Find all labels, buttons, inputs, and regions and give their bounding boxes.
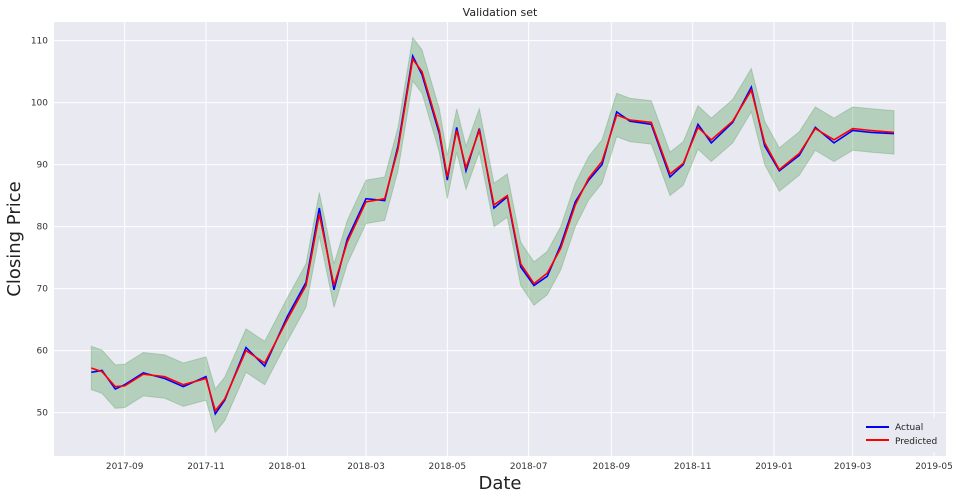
- x-tick-label: 2019-01: [755, 462, 793, 472]
- x-tick-label: 2017-11: [187, 462, 225, 472]
- x-tick-label: 2018-03: [347, 462, 385, 472]
- legend: Actual Predicted: [858, 418, 942, 452]
- x-axis-label: Date: [478, 473, 521, 494]
- legend-actual-label: Actual: [895, 423, 923, 433]
- y-tick-label: 100: [31, 99, 48, 109]
- x-gridlines: [124, 22, 935, 456]
- x-tick-labels: 2017-09 2017-11 2018-01 2018-03 2018-05 2018-…: [106, 462, 953, 472]
- x-tick-label: 2017-09: [106, 462, 144, 472]
- y-tick-label: 60: [37, 347, 49, 357]
- plot-background: [54, 22, 946, 456]
- x-tick-label: 2018-07: [510, 462, 548, 472]
- x-tick-label: 2019-05: [915, 462, 953, 472]
- y-tick-label: 50: [37, 409, 49, 419]
- y-tick-label: 70: [37, 285, 49, 295]
- legend-box: [858, 418, 942, 452]
- x-tick-label: 2018-09: [593, 462, 631, 472]
- x-tick-label: 2018-11: [674, 462, 712, 472]
- legend-predicted-label: Predicted: [895, 437, 937, 447]
- x-tick-label: 2018-01: [269, 462, 307, 472]
- chart-title: Validation set: [463, 6, 538, 19]
- y-tick-label: 80: [37, 223, 49, 233]
- predicted-series-line: [91, 57, 895, 413]
- x-tick-label: 2019-03: [834, 462, 872, 472]
- y-tick-label: 90: [37, 161, 49, 171]
- y-tick-labels: 50 60 70 80 90 100 110: [31, 37, 48, 419]
- y-gridlines: [54, 40, 946, 414]
- y-tick-label: 110: [31, 37, 48, 47]
- x-tick-label: 2018-05: [429, 462, 467, 472]
- y-axis-label: Closing Price: [4, 181, 25, 296]
